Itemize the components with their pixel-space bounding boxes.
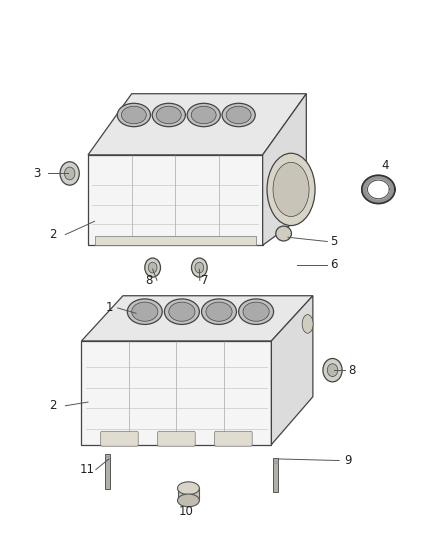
FancyBboxPatch shape	[158, 431, 195, 446]
Text: 2: 2	[49, 399, 57, 413]
Ellipse shape	[177, 494, 199, 507]
Ellipse shape	[121, 106, 146, 124]
Polygon shape	[367, 180, 389, 199]
Polygon shape	[95, 236, 256, 245]
Ellipse shape	[145, 258, 160, 277]
Polygon shape	[81, 296, 313, 341]
Text: 4: 4	[381, 159, 389, 172]
Polygon shape	[81, 341, 272, 445]
Text: 11: 11	[80, 463, 95, 476]
Polygon shape	[177, 488, 199, 500]
Ellipse shape	[327, 364, 338, 376]
Text: 7: 7	[201, 274, 209, 287]
Ellipse shape	[222, 103, 255, 127]
Text: 1: 1	[105, 302, 113, 314]
Ellipse shape	[243, 302, 269, 321]
Ellipse shape	[267, 154, 315, 225]
Ellipse shape	[191, 106, 216, 124]
Text: 3: 3	[33, 167, 40, 180]
Ellipse shape	[164, 299, 199, 325]
Text: 8: 8	[145, 274, 153, 287]
Ellipse shape	[273, 163, 309, 216]
Ellipse shape	[64, 167, 75, 180]
Ellipse shape	[132, 302, 158, 321]
Polygon shape	[272, 296, 313, 445]
Polygon shape	[362, 175, 395, 204]
Ellipse shape	[169, 302, 195, 321]
Text: 8: 8	[349, 364, 356, 377]
Ellipse shape	[323, 359, 342, 382]
Ellipse shape	[206, 302, 232, 321]
Ellipse shape	[60, 162, 79, 185]
Ellipse shape	[302, 314, 313, 333]
Ellipse shape	[152, 103, 185, 127]
Ellipse shape	[127, 299, 162, 325]
Polygon shape	[263, 94, 306, 245]
Ellipse shape	[187, 103, 220, 127]
Polygon shape	[88, 94, 306, 155]
Text: 5: 5	[330, 235, 338, 248]
Ellipse shape	[195, 262, 204, 273]
Ellipse shape	[117, 103, 150, 127]
Text: 2: 2	[49, 228, 57, 241]
Text: 6: 6	[330, 259, 338, 271]
FancyBboxPatch shape	[215, 431, 252, 446]
Ellipse shape	[226, 106, 251, 124]
FancyBboxPatch shape	[101, 431, 138, 446]
Ellipse shape	[156, 106, 181, 124]
Polygon shape	[273, 458, 279, 492]
Text: 9: 9	[344, 454, 352, 467]
Ellipse shape	[177, 482, 199, 495]
Ellipse shape	[191, 258, 207, 277]
Ellipse shape	[148, 262, 157, 273]
Ellipse shape	[239, 299, 274, 325]
Text: 10: 10	[179, 505, 194, 518]
Polygon shape	[88, 155, 263, 245]
Polygon shape	[105, 454, 110, 489]
Ellipse shape	[276, 226, 291, 241]
Ellipse shape	[201, 299, 237, 325]
